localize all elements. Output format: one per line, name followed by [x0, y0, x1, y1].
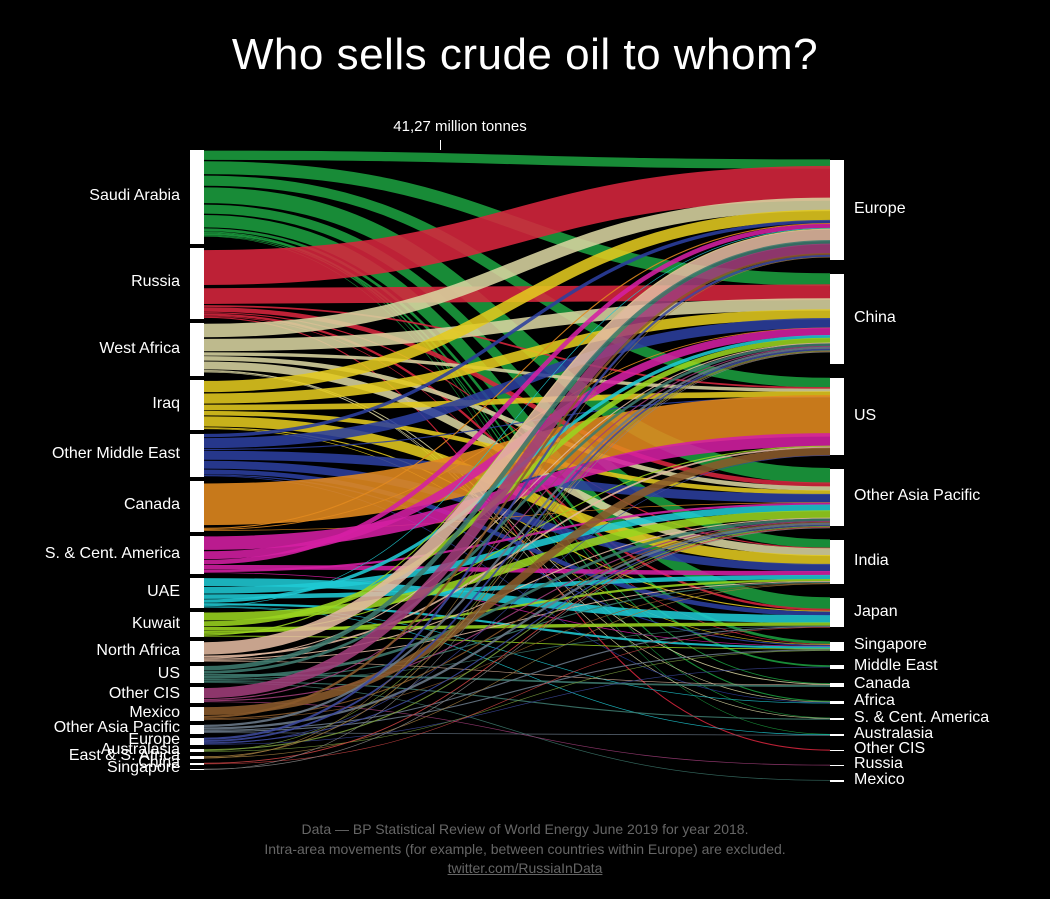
chart-title: Who sells crude oil to whom?	[0, 0, 1050, 80]
sankey-node-label: Other CIS	[109, 685, 180, 703]
sankey-node	[830, 765, 844, 767]
sankey-node	[190, 756, 204, 759]
sankey-node	[190, 434, 204, 477]
sankey-node	[190, 666, 204, 684]
sankey-node-label: Europe	[854, 200, 906, 218]
sankey-node-label: Other Middle East	[52, 445, 180, 463]
sankey-node	[830, 683, 844, 687]
sankey-node	[190, 380, 204, 429]
sankey-node	[830, 750, 844, 752]
sankey-node	[190, 769, 204, 771]
chart-footer: Data — BP Statistical Review of World En…	[0, 820, 1050, 879]
sankey-node	[190, 248, 204, 319]
sankey-node	[830, 274, 844, 364]
sankey-node	[830, 540, 844, 584]
sankey-node-label: US	[854, 407, 876, 425]
sankey-node	[190, 481, 204, 532]
sankey-node	[190, 707, 204, 721]
sankey-node	[190, 738, 204, 746]
sankey-node-label: Saudi Arabia	[89, 187, 180, 205]
sankey-node	[830, 642, 844, 652]
sankey-node-label: Mexico	[854, 771, 905, 789]
sankey-node	[830, 734, 844, 736]
sankey-node-label: China	[854, 309, 896, 327]
sankey-node	[830, 160, 844, 260]
sankey-node-label: Singapore	[107, 759, 180, 777]
sankey-node	[830, 598, 844, 627]
sankey-node-label: S. & Cent. America	[45, 545, 180, 563]
sankey-node	[190, 536, 204, 574]
sankey-node	[190, 578, 204, 608]
sankey-node-label: Middle East	[854, 657, 938, 675]
sankey-node-label: West Africa	[99, 340, 180, 358]
sankey-node-label: Russia	[131, 273, 180, 291]
footer-line-2: Intra-area movements (for example, betwe…	[0, 840, 1050, 860]
flow-annotation: 41,27 million tonnes	[360, 118, 560, 135]
sankey-node	[830, 378, 844, 455]
sankey-node	[830, 665, 844, 669]
sankey-flow	[204, 155, 830, 164]
sankey-node	[190, 612, 204, 637]
sankey-node-label: North Africa	[96, 642, 180, 660]
sankey-node	[830, 701, 844, 704]
sankey-node-label: Iraq	[152, 395, 180, 413]
sankey-node	[830, 718, 844, 720]
sankey-node-label: US	[158, 665, 180, 683]
sankey-node	[190, 641, 204, 661]
sankey-node	[190, 749, 204, 752]
footer-link: twitter.com/RussiaInData	[0, 859, 1050, 879]
sankey-node-label: Singapore	[854, 636, 927, 654]
sankey-node	[830, 780, 844, 782]
sankey-node-label: Canada	[854, 675, 910, 693]
sankey-node-label: Africa	[854, 692, 895, 710]
sankey-node	[190, 763, 204, 765]
sankey-node-label: Japan	[854, 603, 898, 621]
sankey-node-label: Canada	[124, 496, 180, 514]
sankey-chart: Saudi Arabia Russia West Africa Iraq Other M…	[0, 140, 1050, 800]
sankey-node	[830, 469, 844, 526]
sankey-node	[190, 150, 204, 244]
sankey-flow	[204, 627, 830, 764]
sankey-node-label: Other Asia Pacific	[854, 487, 980, 505]
sankey-node	[190, 687, 204, 702]
sankey-node	[190, 323, 204, 376]
footer-line-1: Data — BP Statistical Review of World En…	[0, 820, 1050, 840]
sankey-flow	[204, 683, 830, 781]
sankey-node	[190, 725, 204, 734]
sankey-node-label: Kuwait	[132, 615, 180, 633]
sankey-node-label: India	[854, 552, 889, 570]
sankey-node-label: UAE	[147, 583, 180, 601]
